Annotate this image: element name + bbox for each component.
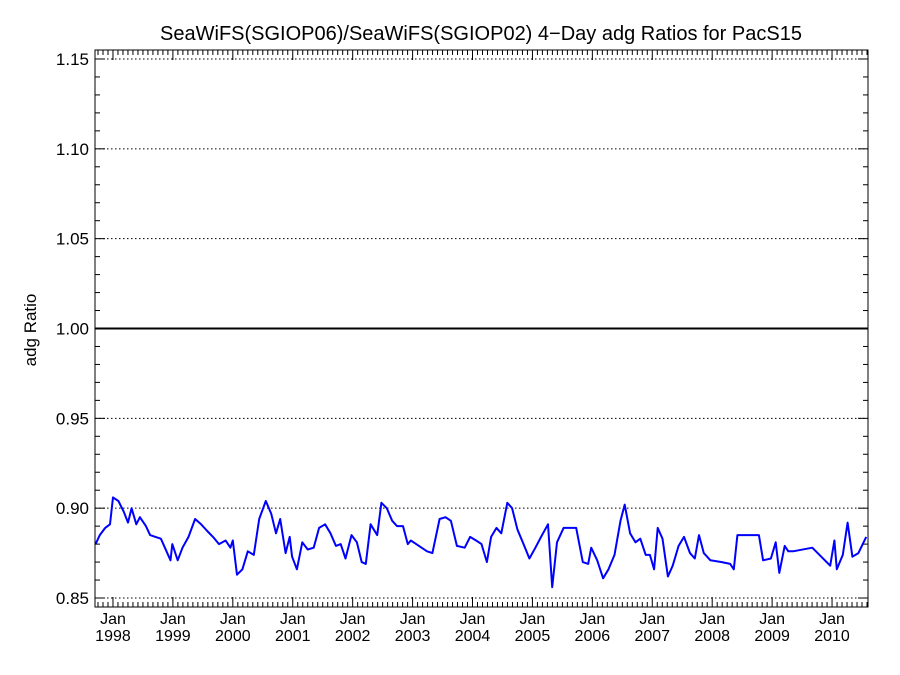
x-tick-year-label: 1999 [155, 628, 191, 645]
x-tick-year-label: 2002 [335, 628, 371, 645]
x-tick-year-label: 2003 [395, 628, 431, 645]
grid-lines [95, 58, 868, 599]
x-tick-month-label: Jan [280, 611, 306, 628]
x-tick-year-label: 2005 [515, 628, 551, 645]
y-tick-label: 0.85 [56, 589, 89, 608]
x-tick-month-label: Jan [579, 611, 605, 628]
x-tick-year-label: 2009 [754, 628, 790, 645]
x-tick-year-label: 2008 [694, 628, 730, 645]
x-tick-month-label: Jan [160, 611, 186, 628]
x-tick-month-label: Jan [699, 611, 725, 628]
x-tick-month-label: Jan [400, 611, 426, 628]
y-ticks: 0.85 0.90 0.95 1.00 1.05 1.10 1.15 [56, 50, 868, 608]
y-tick-label: 0.90 [56, 499, 89, 518]
x-tick-month-label: Jan [220, 611, 246, 628]
x-tick-month-label: Jan [819, 611, 845, 628]
x-tick-month-label: Jan [100, 611, 126, 628]
x-tick-month-label: Jan [460, 611, 486, 628]
chart-title: SeaWiFS(SGIOP06)/SeaWiFS(SGIOP02) 4−Day … [160, 23, 802, 45]
x-tick-month-label: Jan [759, 611, 785, 628]
x-tick-month-label: Jan [340, 611, 366, 628]
y-tick-label: 1.00 [56, 320, 89, 339]
x-tick-year-label: 2010 [814, 628, 850, 645]
y-tick-label: 1.10 [56, 140, 89, 159]
y-axis-label: adg Ratio [21, 294, 40, 367]
x-tick-year-label: 2007 [634, 628, 670, 645]
x-tick-year-label: 2001 [275, 628, 311, 645]
y-tick-label: 0.95 [56, 409, 89, 428]
x-tick-month-label: Jan [639, 611, 665, 628]
series-line [94, 496, 868, 589]
x-tick-year-label: 2004 [455, 628, 491, 645]
x-tick-year-label: 2000 [215, 628, 251, 645]
series-group [94, 496, 868, 589]
y-tick-label: 1.15 [56, 50, 89, 69]
x-tick-year-label: 1998 [95, 628, 131, 645]
x-tick-year-label: 2006 [575, 628, 611, 645]
y-tick-label: 1.05 [56, 230, 89, 249]
x-tick-month-label: Jan [520, 611, 546, 628]
x-ticks: Jan1998Jan1999Jan2000Jan2001Jan2002Jan20… [95, 50, 868, 645]
